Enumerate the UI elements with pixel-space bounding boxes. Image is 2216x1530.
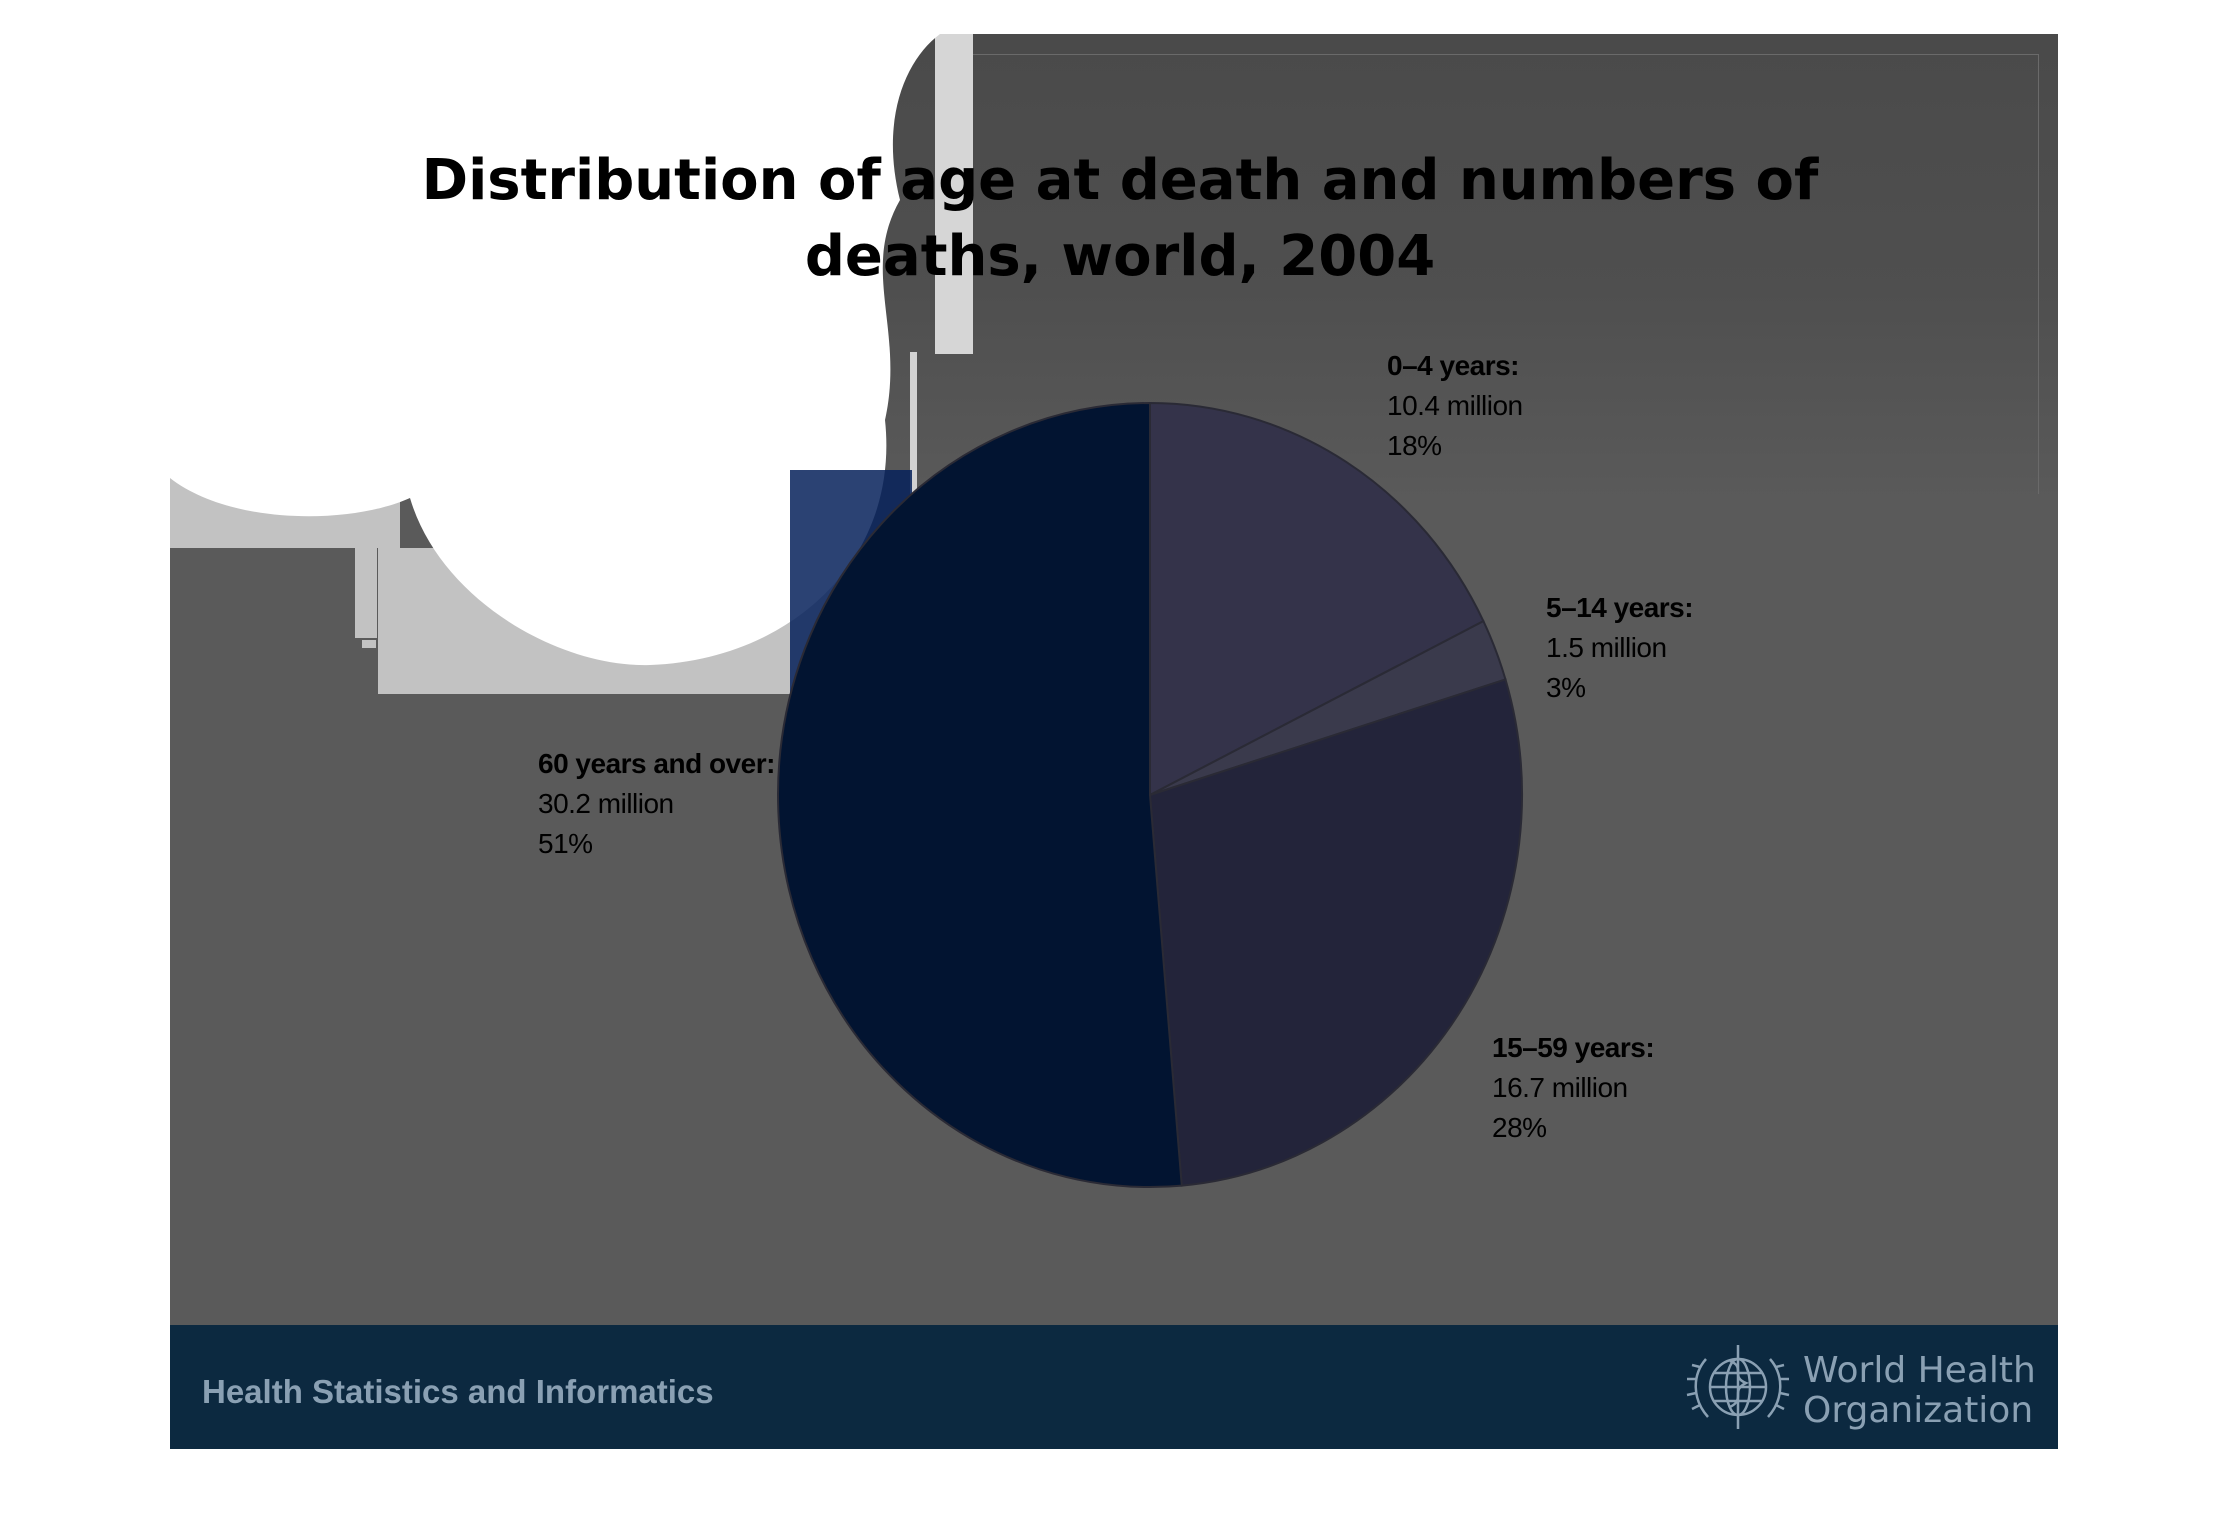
chart-title-line-1: Distribution of age at death and numbers… [421, 148, 1819, 213]
slice-label-value: 16.7 million [1492, 1072, 1628, 1103]
slice-label-percent: 3% [1546, 672, 1586, 703]
chart-title-line-2: deaths, world, 2004 [804, 224, 1436, 289]
slice-label-title: 15–59 years: [1492, 1032, 1655, 1063]
slice-label-value: 1.5 million [1546, 632, 1667, 663]
slice-label-percent: 18% [1387, 430, 1442, 461]
slice-label-5-14: 5–14 years: 1.5 million 3% [1546, 588, 1694, 708]
decorative-frame-line-right [2038, 54, 2039, 494]
who-emblem-icon [1686, 1345, 1790, 1429]
who-name-line-1: World Health [1803, 1350, 2036, 1391]
footer-bar: Health Statistics and Informatics World … [170, 1325, 2058, 1449]
slice-label-60-plus: 60 years and over: 30.2 million 51% [538, 744, 775, 864]
slice-label-15-59: 15–59 years: 16.7 million 28% [1492, 1028, 1655, 1148]
pie-slice-15-59 [1148, 678, 1523, 1187]
slice-label-0-4: 0–4 years: 10.4 million 18% [1387, 346, 1523, 466]
slice-label-value: 30.2 million [538, 788, 674, 819]
pie-slice-0-4 [1149, 401, 1485, 797]
slice-label-percent: 51% [538, 828, 593, 859]
slice-label-title: 5–14 years: [1546, 592, 1694, 623]
slice-label-title: 60 years and over: [538, 748, 775, 779]
decorative-frame-line [970, 54, 2038, 55]
slice-label-value: 10.4 million [1387, 390, 1523, 421]
slide-background [170, 34, 2058, 1449]
slice-label-percent: 28% [1492, 1112, 1547, 1143]
who-name-line-2: Organization [1803, 1390, 2034, 1431]
pie-slice-60-plus [777, 401, 1183, 1188]
who-organization-name: World Health Organization [1803, 1351, 2036, 1431]
footer-department-text: Health Statistics and Informatics [202, 1373, 714, 1410]
slice-label-title: 0–4 years: [1387, 350, 1520, 381]
